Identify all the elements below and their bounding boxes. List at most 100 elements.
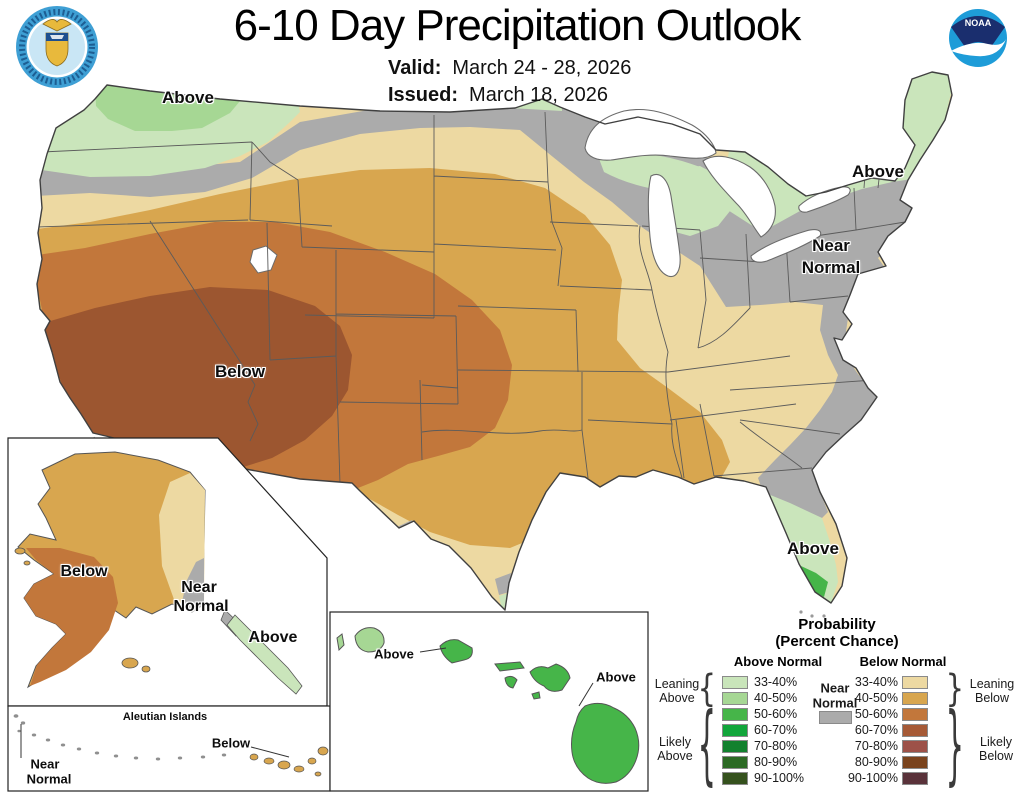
- legend-swatch-above-50-60: [722, 708, 748, 721]
- big-island-leader-line: [578, 682, 594, 707]
- legend-swatch-above-90-100: [722, 772, 748, 785]
- label-above-florida: Above: [787, 539, 839, 558]
- island-big-island: [571, 702, 640, 784]
- legend-range-below-50-60: 50-60%: [854, 707, 898, 721]
- legend-likely-above-line1: Likely: [659, 735, 691, 749]
- island-niihau: [336, 633, 345, 652]
- island-maui: [529, 663, 571, 692]
- legend-swatch-below-60-70: [902, 724, 928, 737]
- noaa-bird: [951, 39, 1006, 57]
- legend-range-below-40-50: 40-50%: [854, 691, 898, 705]
- legend-likely-below-line2: Below: [978, 749, 1014, 763]
- label-alaska-near-line2: Normal: [173, 598, 229, 615]
- legend-swatch-below-90-100: [902, 772, 928, 785]
- region-above-florida: [763, 492, 838, 603]
- lake-superior: [584, 108, 717, 161]
- noaa-fan: [951, 16, 1005, 47]
- legend-swatch-above-80-90: [722, 756, 748, 769]
- legend-swatch-above-40-50: [722, 692, 748, 705]
- legend-range-above-40-50: 40-50%: [754, 691, 798, 705]
- commerce-seal: [16, 6, 98, 88]
- legend-range-below-33-40: 33-40%: [854, 675, 898, 689]
- legend-range-above-80-90: 80-90%: [754, 755, 798, 769]
- legend-swatch-above-70-80: [722, 740, 748, 753]
- ak-region-near-normal: [181, 558, 204, 612]
- island-kahoolawe: [531, 691, 541, 700]
- legend-near-line1: Near: [820, 680, 850, 696]
- ak-panhandle-above: [226, 614, 303, 695]
- lake-michigan: [647, 174, 681, 278]
- issued-value: March 18, 2026: [469, 84, 609, 106]
- aleutian-islands-below: [249, 746, 329, 777]
- aleutian-inset: [7, 705, 331, 792]
- label-alaska-below: Below: [60, 563, 108, 580]
- legend-range-above-70-80: 70-80%: [754, 739, 798, 753]
- issued-label: Issued:: [388, 84, 459, 106]
- lake-huron: [702, 155, 776, 238]
- legend-below-header: Below Normal: [859, 654, 947, 669]
- legend: Probability (Percent Chance) Above Norma…: [650, 616, 1024, 793]
- label-hawaii-above-oahu: Above: [374, 646, 414, 662]
- brace-leaning-below: }: [945, 667, 965, 711]
- legend-swatch-near-normal: [819, 711, 852, 724]
- legend-above-header: Above Normal: [733, 654, 823, 669]
- oahu-leader-line: [419, 647, 447, 653]
- legend-range-below-70-80: 70-80%: [854, 739, 898, 753]
- legend-leaning-above-line1: Leaning: [654, 677, 700, 691]
- florida-keys: [799, 610, 826, 618]
- region-above-florida-tip: [801, 566, 828, 597]
- seal-eagle: [42, 19, 72, 32]
- label-above-northeast: Above: [852, 162, 904, 181]
- legend-title-line1: Probability: [798, 616, 876, 633]
- noaa-logo: NOAA: [949, 9, 1007, 67]
- issued-line: Issued: March 18, 2026: [388, 84, 608, 107]
- legend-swatch-below-33-40: [902, 676, 928, 689]
- label-alaska-near-line1: Near: [181, 579, 217, 596]
- legend-likely-above-line2: Above: [657, 749, 693, 763]
- label-near-normal-line1: Near: [812, 236, 850, 255]
- legend-swatch-above-33-40: [722, 676, 748, 689]
- great-salt-lake: [249, 245, 278, 274]
- alaska-inset: [7, 437, 328, 707]
- aleutian-islands-chain: [13, 714, 227, 761]
- legend-range-above-90-100: 90-100%: [754, 771, 805, 785]
- valid-line: Valid: March 24 - 28, 2026: [388, 57, 631, 80]
- legend-swatch-below-70-80: [902, 740, 928, 753]
- west-islet: [23, 560, 31, 566]
- label-aleutian-near-line2: Normal: [26, 771, 72, 787]
- region-near-south-texas: [495, 573, 511, 595]
- label-aleutian-below: Below: [211, 735, 251, 751]
- legend-swatch-above-60-70: [722, 724, 748, 737]
- brace-leaning-above: {: [697, 667, 717, 711]
- legend-range-above-33-40: 33-40%: [754, 675, 798, 689]
- hawaii-inset: [329, 611, 649, 792]
- label-aleutian-title: Aleutian Islands: [122, 711, 208, 723]
- legend-leaning-above-line2: Above: [659, 691, 695, 705]
- state-borders: [37, 111, 906, 485]
- label-hawaii-above-big-island: Above: [596, 669, 636, 685]
- legend-swatch-below-50-60: [902, 708, 928, 721]
- island-lanai: [504, 675, 518, 689]
- legend-near-line2: Normal: [812, 695, 858, 711]
- st-lawrence-island: [14, 547, 26, 555]
- legend-swatch-below-40-50: [902, 692, 928, 705]
- legend-leaning-below-line1: Leaning: [969, 677, 1015, 691]
- legend-range-below-90-100: 90-100%: [847, 771, 898, 785]
- seal-shield: [45, 32, 69, 67]
- island-kauai: [354, 627, 385, 653]
- lake-erie: [750, 229, 822, 263]
- kodiak-islet: [141, 665, 151, 673]
- legend-swatch-below-80-90: [902, 756, 928, 769]
- seal-ship: [50, 35, 64, 39]
- island-molokai: [494, 661, 525, 672]
- label-alaska-above: Above: [248, 629, 298, 646]
- label-below-southwest: Below: [214, 362, 266, 381]
- noaa-logo-text: NOAA: [965, 18, 992, 28]
- brace-likely-above: {: [697, 695, 717, 793]
- great-lakes: [584, 108, 851, 278]
- valid-label: Valid:: [388, 57, 442, 79]
- brace-likely-below: }: [945, 695, 965, 793]
- legend-title-line2: (Percent Chance): [775, 633, 899, 650]
